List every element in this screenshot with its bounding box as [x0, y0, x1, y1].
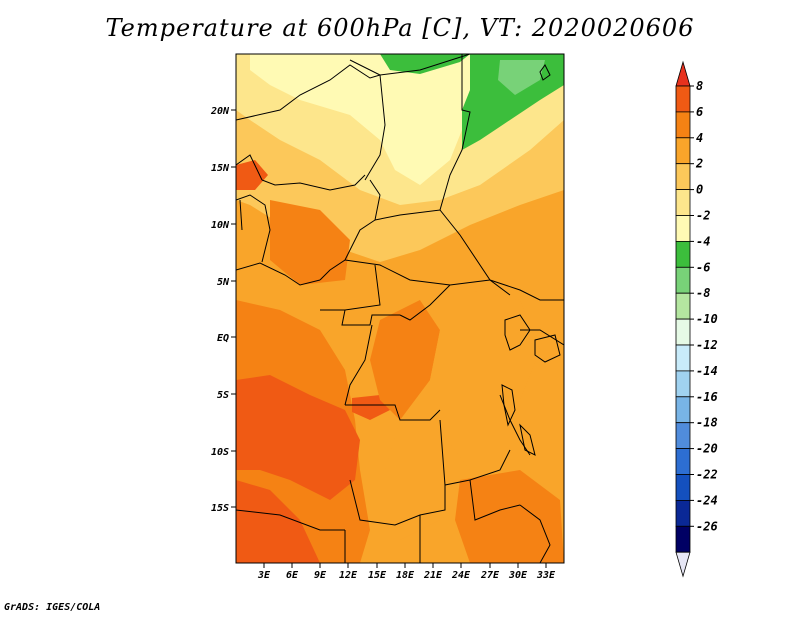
- lon-label: 27E: [480, 570, 500, 581]
- colorbar-segment: [675, 111, 691, 139]
- colorbar-segment: [675, 292, 691, 320]
- grads-credit: GrADS: IGES/COLA: [4, 602, 101, 613]
- map-title: Temperature at 600hPa [C], VT: 202002060…: [105, 14, 695, 42]
- lon-label: 24E: [451, 570, 471, 581]
- lon-label: 9E: [314, 570, 327, 581]
- colorbar-segment: [675, 370, 691, 398]
- lat-label: 5N: [217, 277, 230, 288]
- lat-label: EQ: [217, 333, 229, 344]
- colorbar-segment: [675, 240, 691, 268]
- colorbar-segment: [675, 215, 691, 242]
- colorbar-label: -26: [696, 519, 718, 533]
- lat-label: 5S: [217, 390, 229, 401]
- colorbar-label: -6: [696, 260, 710, 274]
- colorbar-segment: [675, 344, 691, 372]
- colorbar-bottom-arrow: [675, 551, 691, 578]
- colorbar-label: 6: [696, 105, 703, 119]
- lat-ticks: [231, 109, 236, 508]
- colorbar-segment: [675, 474, 691, 501]
- colorbar-label: -18: [696, 416, 718, 430]
- lat-label: 15N: [211, 163, 230, 174]
- lon-label: 12E: [339, 570, 358, 581]
- lon-label: 30E: [508, 570, 528, 581]
- colorbar-label: -14: [696, 364, 718, 378]
- colorbar-segment: [675, 163, 691, 190]
- lon-label: 18E: [396, 570, 415, 581]
- colorbar: 8 6 4 2 0 -2 -4 -6 -8 -10 -12 -14 -16 -18 -20 -22 -24 -26: [675, 60, 718, 578]
- colorbar-top-arrow: [675, 60, 691, 87]
- lat-label: 15S: [211, 503, 229, 514]
- colorbar-segment: [675, 422, 691, 450]
- colorbar-segment: [675, 525, 691, 553]
- colorbar-segment: [675, 85, 691, 113]
- country-boundaries: [236, 54, 564, 563]
- lat-label: 10N: [211, 220, 230, 231]
- temperature-field: [236, 54, 564, 563]
- colorbar-label: -22: [696, 468, 718, 482]
- map-frame: [235, 53, 565, 564]
- colorbar-label: 4: [696, 131, 703, 145]
- colorbar-label: 0: [696, 183, 703, 197]
- colorbar-label: -10: [696, 312, 718, 326]
- colorbar-segment: [675, 318, 691, 346]
- colorbar-label: -16: [696, 390, 718, 404]
- colorbar-segment: [675, 448, 691, 475]
- colorbar-label: 2: [695, 157, 703, 171]
- lon-label: 33E: [536, 570, 556, 581]
- colorbar-segment: [675, 137, 691, 165]
- lon-label: 3E: [257, 570, 271, 581]
- colorbar-segment: [675, 189, 691, 216]
- lon-label: 15E: [368, 570, 387, 581]
- lon-label: 6E: [286, 570, 299, 581]
- lon-label: 21E: [423, 570, 443, 581]
- colorbar-segment: [675, 499, 691, 527]
- colorbar-label: -12: [696, 338, 718, 352]
- colorbar-label: -4: [696, 234, 710, 248]
- colorbar-segment: [675, 266, 691, 294]
- colorbar-label: -20: [696, 442, 718, 456]
- lon-ticks: [263, 563, 547, 568]
- colorbar-label: 8: [696, 79, 703, 93]
- colorbar-label: -8: [696, 286, 710, 300]
- lat-label: 10S: [211, 447, 229, 458]
- colorbar-label: -2: [696, 209, 710, 223]
- lat-label: 20N: [210, 106, 230, 117]
- colorbar-label: -24: [696, 493, 718, 507]
- colorbar-segment: [675, 396, 691, 424]
